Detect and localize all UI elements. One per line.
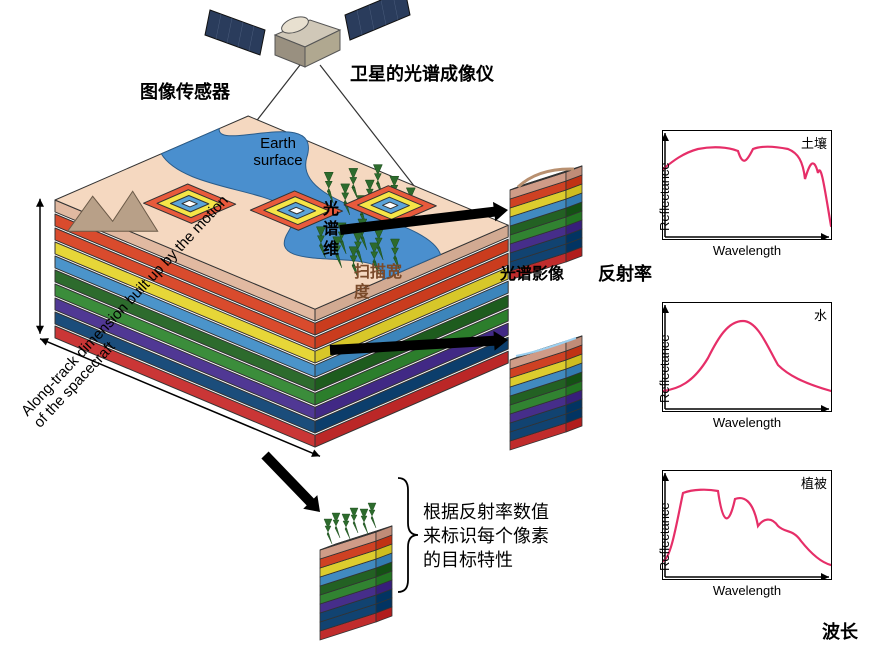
label-earth-surface: Earth surface: [238, 135, 318, 169]
chart-xlabel: Wavelength: [663, 243, 831, 258]
label-swath: 度: [354, 278, 370, 302]
chart-ylabel: Reflectance: [657, 334, 672, 403]
chart-ylabel: Reflectance: [657, 162, 672, 231]
label-spectrometer: 卫星的光谱成像仪: [350, 60, 494, 86]
label-wavelength-cn: 波长: [822, 618, 858, 644]
reflectance-chart-water: ReflectanceWavelength水: [662, 302, 832, 412]
label-pixel-id: 的目标特性: [423, 546, 513, 572]
reflectance-chart-soil: ReflectanceWavelength土壤: [662, 130, 832, 240]
chart-corner-label: 土壤: [801, 133, 827, 152]
reflectance-chart-veg: ReflectanceWavelength植被: [662, 470, 832, 580]
chart-xlabel: Wavelength: [663, 415, 831, 430]
label-spectral-image: 光谱影像: [500, 260, 564, 284]
chart-corner-label: 水: [814, 305, 827, 324]
chart-ylabel: Reflectance: [657, 502, 672, 571]
label-pixel-id: 根据反射率数值: [423, 498, 549, 524]
label-spectral-dim: 维: [323, 235, 339, 259]
label-reflectance-cn: 反射率: [598, 260, 652, 286]
label-image-sensor: 图像传感器: [140, 78, 230, 104]
label-pixel-id: 来标识每个像素: [423, 522, 549, 548]
chart-xlabel: Wavelength: [663, 583, 831, 598]
chart-corner-label: 植被: [801, 473, 827, 492]
